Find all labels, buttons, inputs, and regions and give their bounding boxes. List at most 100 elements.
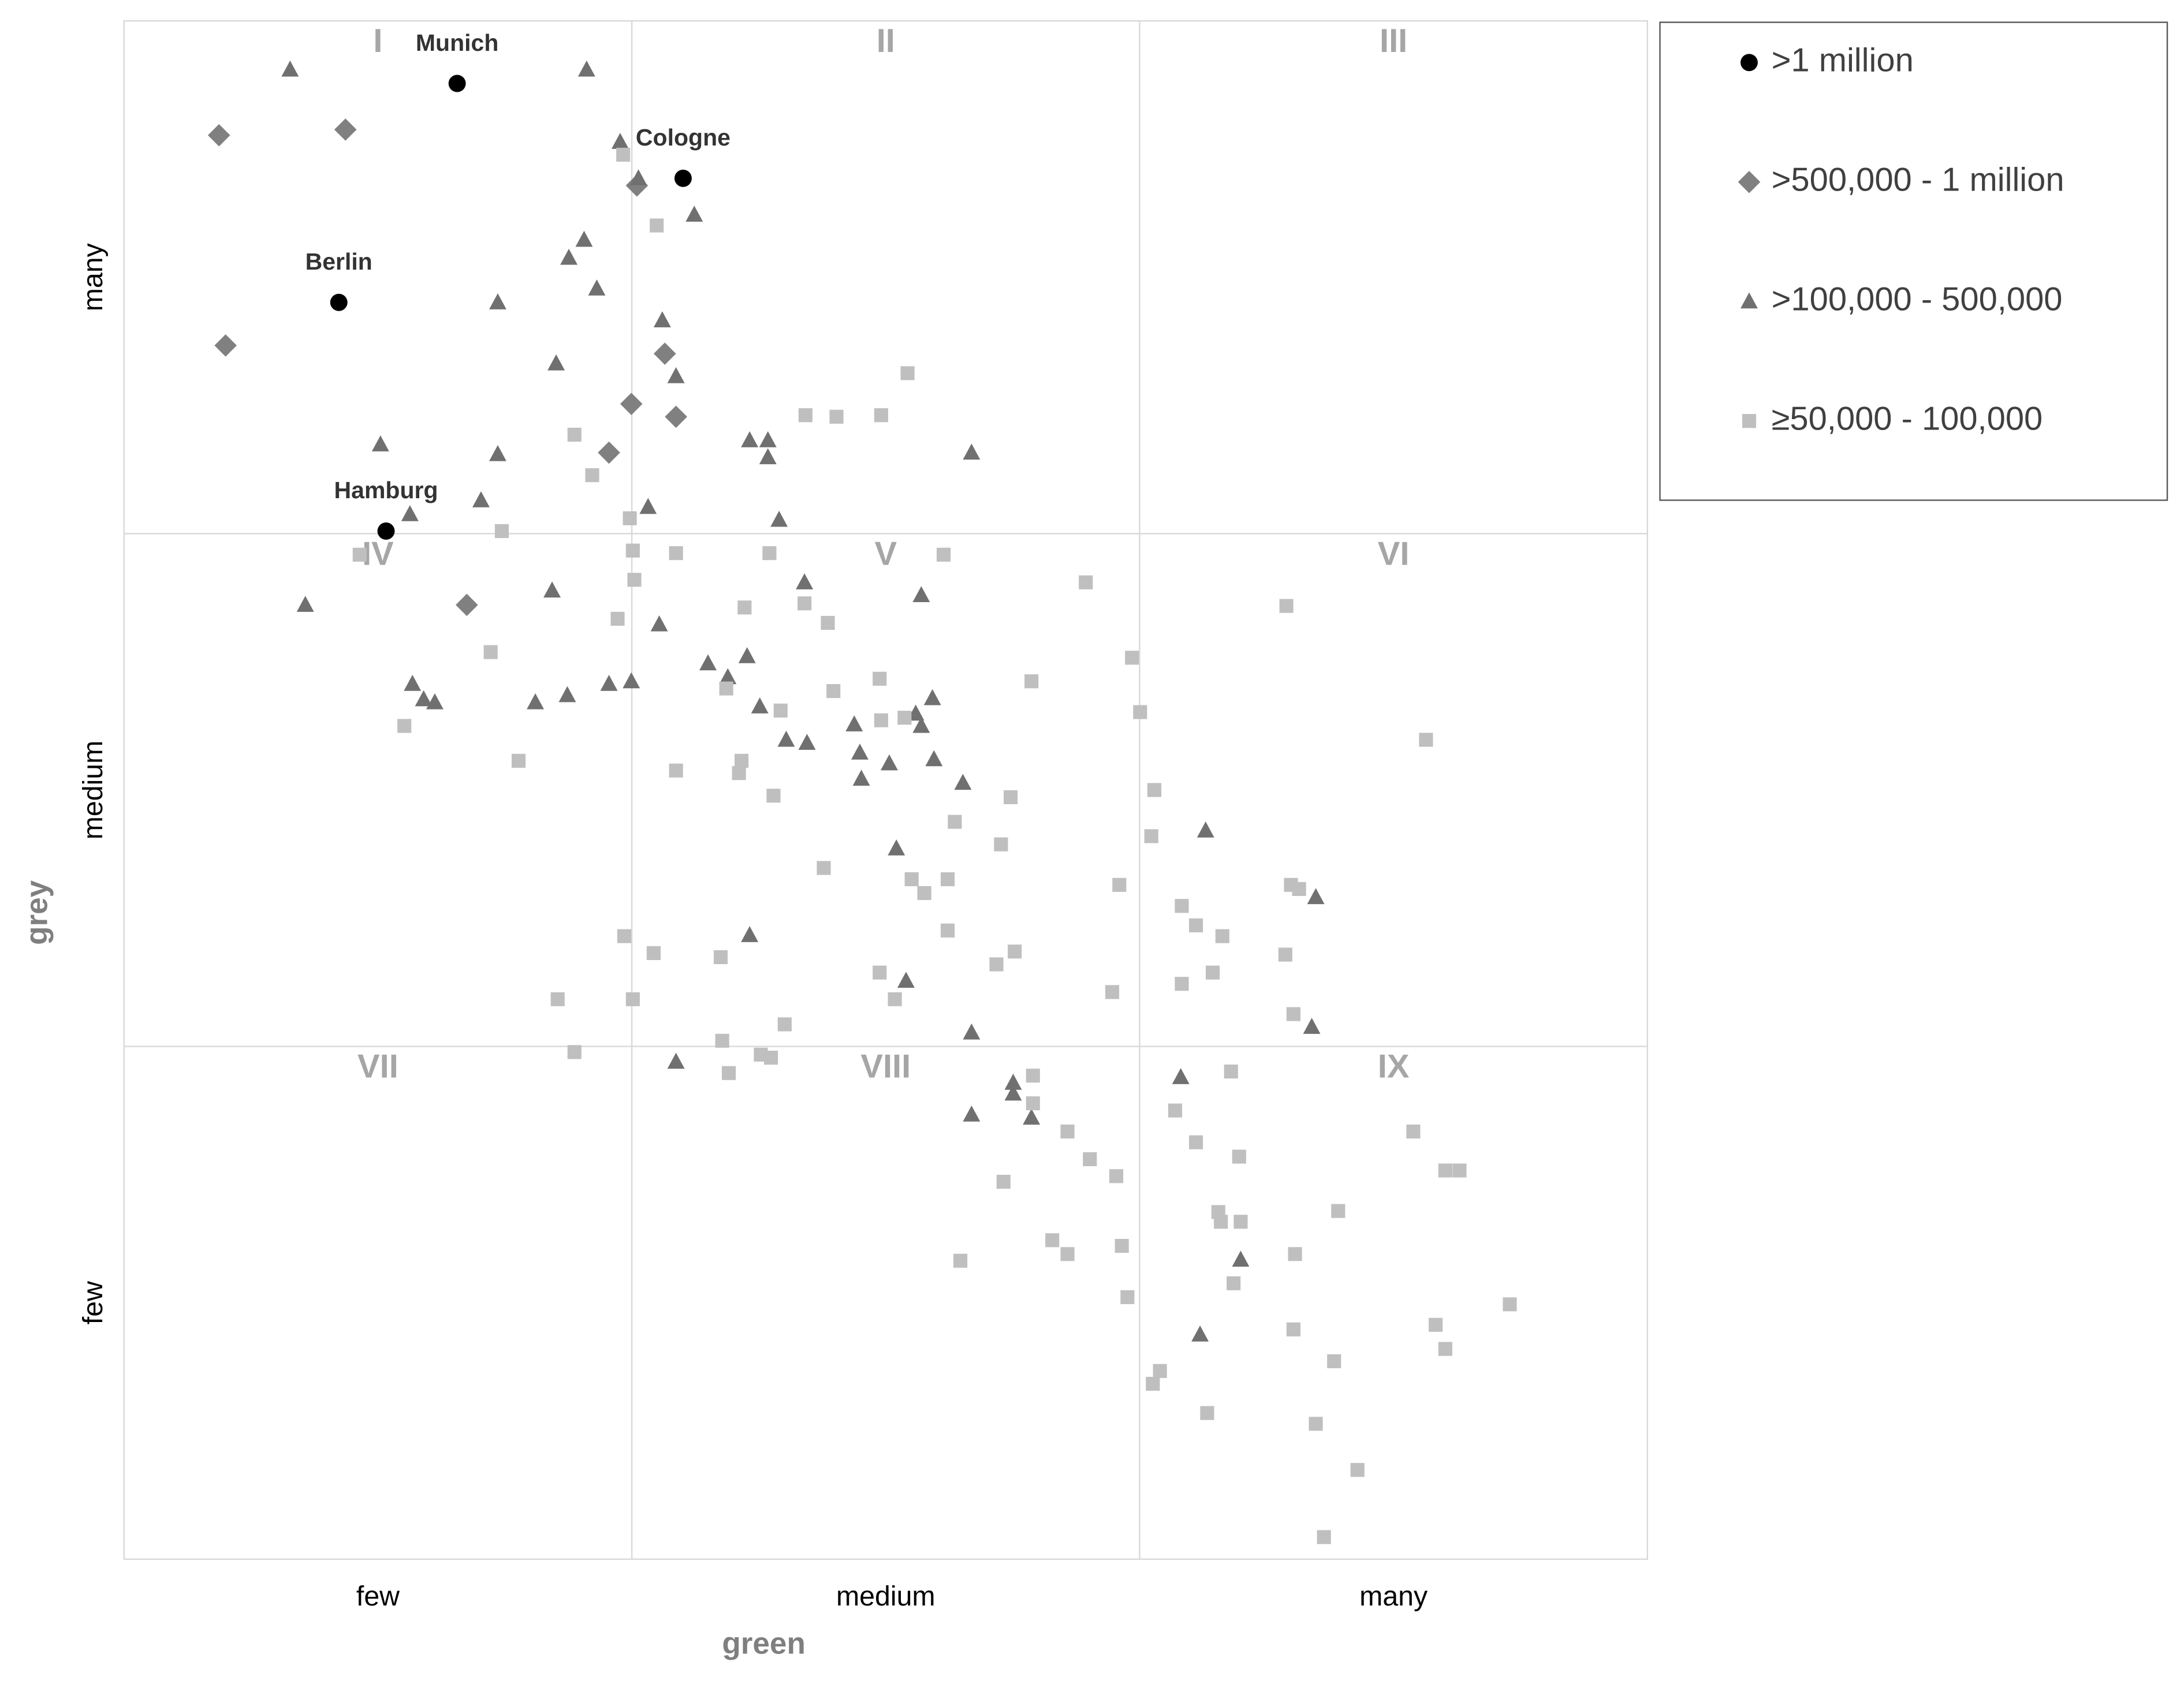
data-point	[1232, 1149, 1246, 1164]
data-point	[817, 861, 831, 875]
data-point	[751, 697, 769, 714]
data-point	[489, 445, 506, 461]
data-point	[669, 546, 683, 561]
data-point	[954, 774, 972, 790]
data-point	[1175, 977, 1189, 991]
data-point	[625, 992, 640, 1006]
region-label: III	[1380, 23, 1407, 59]
data-point	[732, 766, 746, 781]
data-point	[1214, 1215, 1228, 1229]
data-point	[941, 872, 955, 887]
data-point	[415, 690, 433, 707]
data-point	[577, 60, 595, 77]
data-point	[575, 230, 593, 247]
data-point	[1327, 1354, 1341, 1368]
data-point	[1406, 1124, 1421, 1139]
y-tick-label: few	[77, 1281, 109, 1324]
data-point	[617, 929, 632, 943]
data-point	[1133, 705, 1147, 719]
data-point	[900, 366, 915, 380]
legend-label: >1 million	[1772, 42, 1914, 79]
data-point	[1286, 1007, 1300, 1021]
data-point	[773, 703, 788, 718]
plot-area	[123, 20, 1648, 1560]
data-point	[741, 431, 759, 447]
data-point	[665, 405, 687, 428]
data-point	[1120, 1290, 1135, 1304]
data-point	[483, 645, 498, 659]
data-point	[567, 1045, 582, 1059]
data-point	[1060, 1247, 1075, 1261]
data-point	[888, 992, 902, 1006]
data-point	[880, 754, 898, 771]
data-point	[550, 992, 565, 1006]
data-point	[1200, 1406, 1214, 1420]
data-point	[766, 789, 781, 803]
data-point	[685, 206, 703, 222]
data-point	[404, 674, 422, 691]
data-point	[1060, 1124, 1075, 1139]
data-point	[625, 543, 640, 558]
data-point	[1227, 1276, 1241, 1290]
data-point	[1004, 1084, 1022, 1101]
data-point	[1419, 733, 1433, 747]
data-point	[1147, 783, 1162, 797]
data-point	[996, 1174, 1011, 1189]
data-point	[623, 672, 640, 689]
data-point	[845, 715, 863, 731]
data-point	[1026, 1069, 1040, 1083]
data-point	[1079, 575, 1093, 589]
data-point	[494, 524, 509, 539]
data-point	[963, 1106, 981, 1122]
region-label: II	[877, 23, 895, 59]
data-point	[1168, 1103, 1183, 1118]
data-point	[873, 671, 887, 686]
data-point	[738, 647, 756, 663]
data-point	[448, 74, 466, 92]
data-point	[1232, 1250, 1250, 1267]
region-label: IV	[362, 535, 394, 572]
data-point	[629, 169, 647, 185]
data-point	[653, 311, 671, 327]
data-point	[735, 753, 749, 768]
legend-marker	[1741, 54, 1758, 72]
data-point	[917, 886, 931, 901]
data-point	[741, 926, 759, 942]
data-point	[1008, 944, 1022, 959]
data-point	[713, 950, 728, 965]
x-tick-label: medium	[836, 1581, 936, 1612]
data-point	[639, 498, 657, 514]
data-point	[1105, 985, 1120, 999]
data-point	[1452, 1163, 1467, 1178]
y-tick-label: medium	[77, 741, 109, 840]
data-point	[770, 510, 788, 527]
data-point	[851, 743, 869, 760]
data-point	[1309, 1417, 1323, 1431]
data-point	[936, 547, 951, 562]
data-point	[798, 408, 813, 423]
data-point	[600, 674, 618, 691]
data-point	[826, 684, 841, 699]
data-point	[897, 972, 915, 988]
data-point	[1045, 1233, 1060, 1248]
data-point	[650, 615, 668, 632]
data-point	[1288, 1247, 1302, 1261]
data-point	[1172, 1068, 1190, 1084]
data-point	[1191, 1325, 1209, 1342]
data-point	[759, 431, 777, 447]
data-point	[852, 770, 870, 786]
legend-marker	[1738, 170, 1761, 193]
data-point	[1146, 1376, 1160, 1391]
point-label: Cologne	[636, 124, 731, 151]
data-point	[1004, 790, 1018, 804]
region-label: V	[874, 535, 897, 572]
data-point	[1109, 1169, 1124, 1183]
x-axis-title: green	[722, 1626, 806, 1660]
data-point	[1350, 1463, 1365, 1477]
legend-marker	[1741, 292, 1758, 309]
data-point	[207, 124, 230, 147]
data-point	[963, 1023, 981, 1040]
data-point	[1004, 1073, 1022, 1090]
